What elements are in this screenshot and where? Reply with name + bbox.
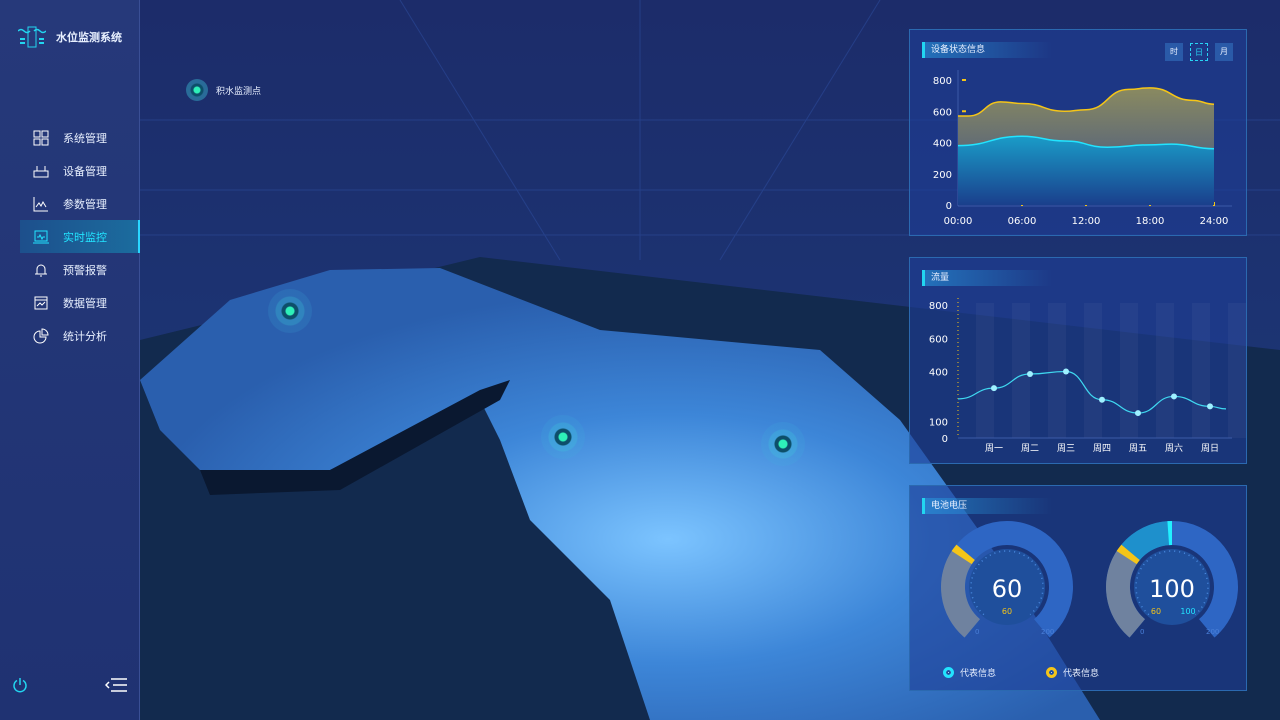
x-tick-label: 12:00 (1072, 216, 1101, 227)
y-tick-label: 0 (942, 434, 948, 445)
map-marker[interactable] (268, 289, 312, 333)
data-point (1063, 368, 1069, 375)
data-point (991, 385, 997, 392)
map-marker[interactable] (541, 415, 585, 459)
sidebar: 水位监测系统 系统管理 设备管理 参数管理 实时监控 预警报警 数据管理 统计分… (0, 0, 140, 720)
ring-icon (1046, 667, 1057, 678)
panel-title: 电池电压 (922, 498, 1052, 514)
water-level-icon (18, 26, 46, 48)
y-tick-label: 600 (929, 334, 948, 345)
sidebar-nav: 系统管理 设备管理 参数管理 实时监控 预警报警 数据管理 统计分析 (0, 121, 140, 352)
router-icon (33, 165, 49, 177)
sidebar-item-data[interactable]: 数据管理 (0, 286, 140, 319)
panel-title: 流量 (922, 270, 1052, 286)
x-tick-label: 周四 (1093, 443, 1111, 454)
x-tick-label: 周五 (1129, 443, 1147, 454)
gauge-sub-value: 60 (1002, 607, 1012, 616)
y-tick-label: 400 (929, 368, 948, 379)
gauge-max: 200 (1206, 628, 1219, 636)
toggle-day[interactable]: 日 (1190, 43, 1208, 61)
flow-chart: 0 100 400 600 800 周一 周二 周三 周四 周五 周六 周日 (929, 298, 1246, 454)
toggle-month[interactable]: 月 (1215, 43, 1233, 61)
pie-chart-icon (33, 327, 49, 343)
bell-icon (35, 264, 47, 276)
flow-panel: 流量 0 100 400 600 800 周一 周二 周三 周四 周五 周六 周日 (909, 257, 1247, 464)
y-tick-label: 400 (933, 139, 952, 150)
y-tick (962, 110, 966, 113)
gauge-marker (951, 544, 975, 565)
data-point (1027, 370, 1033, 377)
gauge-value: 100 (1149, 575, 1195, 603)
data-point (1171, 393, 1177, 400)
calendar-chart-icon (34, 296, 48, 309)
ring-icon (943, 667, 954, 678)
series-line (957, 87, 1215, 117)
data-point (1207, 403, 1213, 410)
gauge-fill-yellow (941, 549, 981, 638)
gauge-legend-item: 代表信息 (943, 666, 996, 679)
map-marker[interactable] (761, 422, 805, 466)
x-tick-label: 00:00 (944, 216, 973, 227)
x-tick-label: 24:00 (1200, 216, 1229, 227)
y-tick-label: 100 (929, 417, 948, 428)
sidebar-item-system[interactable]: 系统管理 (0, 121, 140, 154)
gauge-min: 0 (1140, 628, 1144, 636)
series-line (957, 135, 1215, 150)
x-tick-label: 周二 (1021, 443, 1039, 454)
series-area (958, 136, 1214, 205)
gauge-max: 200 (1041, 628, 1054, 636)
grid-icon (33, 130, 49, 145)
sidebar-item-device[interactable]: 设备管理 (0, 154, 140, 187)
gauge-sub-value: 100 (1180, 607, 1195, 616)
x-tick-label: 06:00 (1008, 216, 1037, 227)
y-tick (962, 79, 966, 81)
y-tick-label: 0 (946, 201, 952, 212)
collapse-menu-icon[interactable] (105, 677, 127, 693)
y-tick-label: 600 (933, 107, 952, 118)
app-logo: 水位监测系统 (18, 26, 122, 48)
gauge-marker (1116, 544, 1140, 565)
y-tick-label: 800 (933, 76, 952, 87)
device-status-chart: 0 200 400 600 800 00:00 06:00 12:00 18:00 24:00 (933, 70, 1232, 227)
data-point (1135, 410, 1141, 417)
map-legend: 积水监测点 (186, 79, 261, 101)
gauge-fill-yellow (1106, 549, 1146, 638)
gauge-sub-value: 60 (1151, 607, 1161, 616)
y-tick-label: 200 (933, 170, 952, 181)
x-tick-label: 周六 (1165, 442, 1183, 454)
sidebar-item-stats[interactable]: 统计分析 (0, 319, 140, 352)
device-status-panel: 设备状态信息 时 日 月 0 200 400 600 800 00:00 06:00 12:0… (909, 29, 1247, 236)
battery-gauges: 60 60 0 200 100 60 100 0 200 (941, 521, 1238, 638)
toggle-hour[interactable]: 时 (1165, 43, 1183, 61)
x-tick-label: 周日 (1201, 443, 1219, 454)
panel-title: 设备状态信息 (922, 42, 1052, 58)
gauge-legend-item: 代表信息 (1046, 666, 1099, 679)
x-tick-label: 周三 (1057, 443, 1075, 454)
monitor-point-icon (186, 79, 208, 101)
gauge-min: 0 (975, 628, 979, 636)
sidebar-item-params[interactable]: 参数管理 (0, 187, 140, 220)
sidebar-item-alarm[interactable]: 预警报警 (0, 253, 140, 286)
line-chart-icon (33, 196, 48, 211)
data-point (1099, 396, 1105, 403)
power-icon[interactable] (12, 677, 28, 693)
x-tick-label: 18:00 (1136, 216, 1165, 227)
monitor-icon (33, 230, 49, 243)
x-tick-label: 周一 (985, 443, 1003, 454)
y-tick-label: 800 (929, 301, 948, 312)
gauge-value: 60 (992, 575, 1023, 603)
sidebar-item-monitor[interactable]: 实时监控 (20, 220, 140, 253)
battery-panel: 电池电压 60 60 0 200 100 60 100 0 200 代表信息 代表信息 (909, 485, 1247, 691)
app-title: 水位监测系统 (56, 31, 122, 44)
